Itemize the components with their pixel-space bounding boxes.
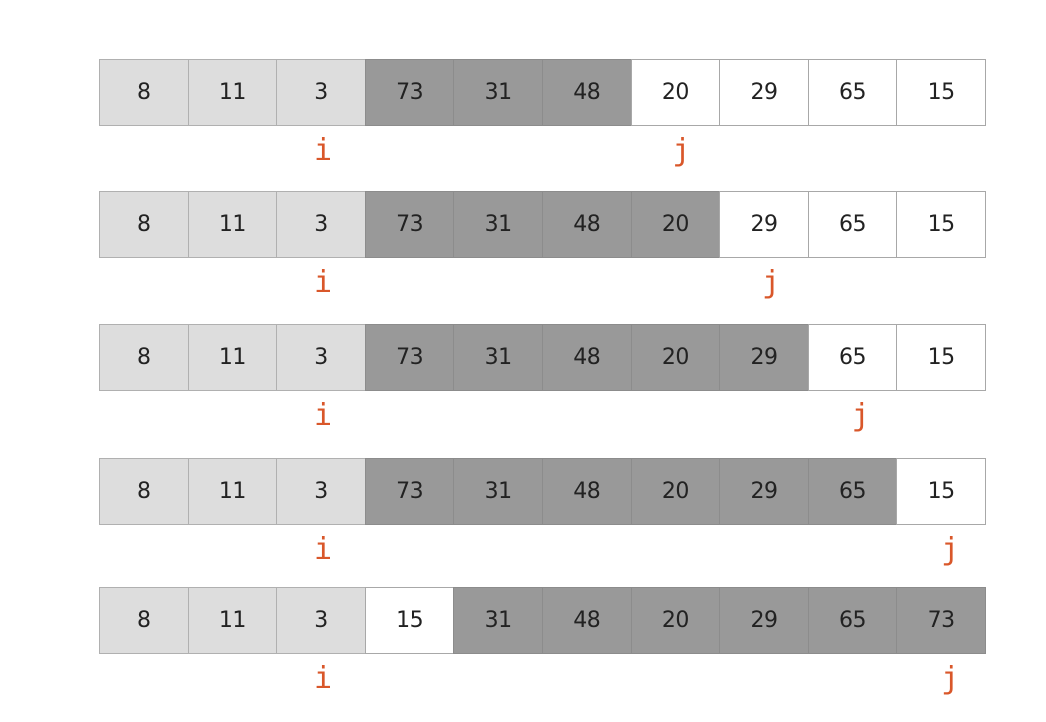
array-cell: 29 bbox=[719, 458, 809, 525]
array-cell: 73 bbox=[364, 191, 455, 258]
array-cell: 65 bbox=[807, 458, 898, 525]
pointer-i: i bbox=[313, 265, 333, 300]
array-cell: 31 bbox=[453, 587, 543, 654]
array-cell: 29 bbox=[719, 59, 809, 126]
array-cell: 3 bbox=[276, 191, 366, 258]
array-row-1: 8 11 3 73 31 48 20 29 65 15 bbox=[99, 59, 995, 126]
array-cell: 8 bbox=[99, 191, 189, 258]
array-cell: 15 bbox=[364, 587, 455, 654]
array-row-3: 8 11 3 73 31 48 20 29 65 15 bbox=[99, 324, 995, 391]
array-cell: 20 bbox=[630, 324, 721, 391]
pointer-i: i bbox=[313, 133, 333, 168]
pointer-i: i bbox=[313, 398, 333, 433]
array-cell: 31 bbox=[453, 191, 543, 258]
pointer-i: i bbox=[313, 532, 333, 567]
array-cell: 48 bbox=[541, 324, 632, 391]
array-row-4: 8 11 3 73 31 48 20 29 65 15 bbox=[99, 458, 995, 525]
array-cell: 11 bbox=[187, 458, 278, 525]
array-cell: 31 bbox=[453, 324, 543, 391]
array-cell: 11 bbox=[187, 324, 278, 391]
array-cell: 8 bbox=[99, 59, 189, 126]
array-cell: 20 bbox=[630, 191, 721, 258]
array-cell: 29 bbox=[719, 324, 809, 391]
array-cell: 20 bbox=[630, 587, 721, 654]
pointer-i: i bbox=[313, 661, 333, 696]
array-cell: 8 bbox=[99, 458, 189, 525]
array-cell: 73 bbox=[364, 324, 455, 391]
array-cell: 48 bbox=[541, 587, 632, 654]
array-cell: 73 bbox=[896, 587, 986, 654]
array-cell: 48 bbox=[541, 191, 632, 258]
array-cell: 15 bbox=[896, 59, 986, 126]
array-cell: 65 bbox=[807, 59, 898, 126]
array-cell: 3 bbox=[276, 59, 366, 126]
pointer-j: j bbox=[672, 133, 691, 168]
array-cell: 3 bbox=[276, 458, 366, 525]
array-cell: 73 bbox=[364, 59, 455, 126]
array-cell: 20 bbox=[630, 59, 721, 126]
array-cell: 11 bbox=[187, 59, 278, 126]
pointer-j: j bbox=[761, 265, 781, 300]
array-cell: 65 bbox=[807, 191, 898, 258]
array-cell: 11 bbox=[187, 191, 278, 258]
array-cell: 48 bbox=[541, 59, 632, 126]
array-cell: 29 bbox=[719, 587, 809, 654]
array-cell: 48 bbox=[541, 458, 632, 525]
pointer-j: j bbox=[851, 398, 870, 433]
array-cell: 65 bbox=[807, 324, 898, 391]
pointer-j: j bbox=[941, 532, 960, 567]
array-cell: 31 bbox=[453, 458, 543, 525]
array-cell: 15 bbox=[896, 191, 986, 258]
array-cell: 20 bbox=[630, 458, 721, 525]
array-cell: 65 bbox=[807, 587, 898, 654]
array-cell: 29 bbox=[719, 191, 809, 258]
array-cell: 3 bbox=[276, 324, 366, 391]
array-row-5: 8 11 3 15 31 48 20 29 65 73 bbox=[99, 587, 995, 654]
array-cell: 3 bbox=[276, 587, 366, 654]
array-cell: 8 bbox=[99, 587, 189, 654]
array-cell: 31 bbox=[453, 59, 543, 126]
array-cell: 11 bbox=[187, 587, 278, 654]
pointer-j: j bbox=[941, 661, 960, 696]
array-cell: 73 bbox=[364, 458, 455, 525]
array-cell: 15 bbox=[896, 458, 986, 525]
array-cell: 8 bbox=[99, 324, 189, 391]
array-cell: 15 bbox=[896, 324, 986, 391]
array-row-2: 8 11 3 73 31 48 20 29 65 15 bbox=[99, 191, 995, 258]
